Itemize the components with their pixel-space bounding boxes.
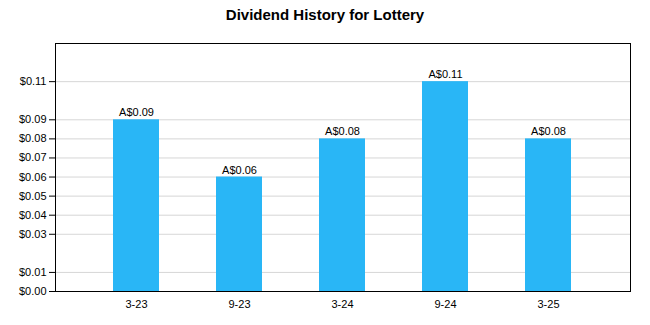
svg-text:$0.09: $0.09 [19, 113, 47, 125]
svg-text:$0.07: $0.07 [19, 151, 47, 163]
svg-text:$0.03: $0.03 [19, 228, 47, 240]
svg-text:3-24: 3-24 [331, 298, 353, 310]
svg-text:$0.00: $0.00 [19, 285, 47, 297]
svg-text:$0.11: $0.11 [20, 75, 47, 87]
svg-text:A$0.08: A$0.08 [325, 125, 360, 137]
svg-text:$0.04: $0.04 [19, 209, 47, 221]
svg-text:$0.05: $0.05 [19, 190, 47, 202]
svg-text:A$0.08: A$0.08 [531, 125, 566, 137]
svg-text:3-23: 3-23 [125, 298, 147, 310]
html-text:Dividend History for Lottery: Dividend History for Lottery [225, 6, 425, 23]
svg-text:$0.01: $0.01 [19, 266, 47, 278]
svg-text:A$0.06: A$0.06 [222, 164, 257, 176]
svg-text:9-23: 9-23 [228, 298, 250, 310]
svg-text:A$0.09: A$0.09 [119, 106, 154, 118]
svg-text:$0.08: $0.08 [19, 132, 47, 144]
svg-text:9-24: 9-24 [434, 298, 456, 310]
svg-text:$0.06: $0.06 [19, 171, 47, 183]
svg-text:3-25: 3-25 [537, 298, 559, 310]
svg-text:A$0.11: A$0.11 [428, 68, 462, 80]
